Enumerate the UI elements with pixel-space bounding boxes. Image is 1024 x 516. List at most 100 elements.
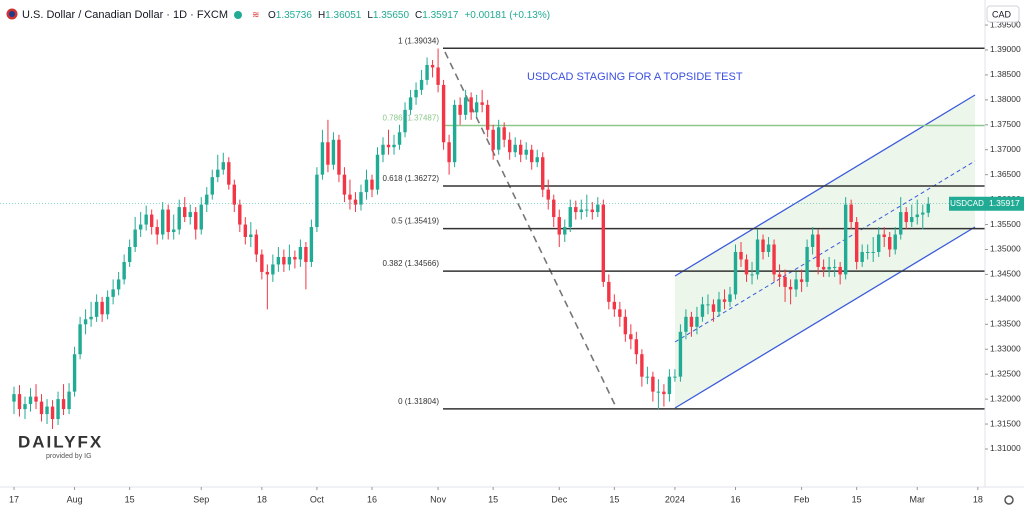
candle-body [563,227,567,235]
candle-body [480,102,484,105]
candle-body [607,281,611,302]
candle-body [915,214,919,218]
ohlc-key: H [318,10,325,21]
candle-body [882,234,886,238]
candle-body [463,97,468,115]
candle-body [843,204,848,275]
x-tick-label: 16 [367,494,377,504]
candle-body [287,256,292,265]
ohlc-key: L [367,10,373,21]
candle-body [265,271,270,275]
x-tick-label: Nov [430,494,447,504]
candle-body [474,102,479,113]
candle-body [706,304,710,306]
fib-label: 1 (1.39034) [398,36,439,45]
ohlc-value: 1.35917 [422,10,459,21]
x-tick-label: Dec [551,494,568,504]
y-tick-label: 1.39500 [990,19,1021,29]
candle-body [910,217,914,223]
candle-body [166,209,170,233]
candle-body [155,227,159,235]
candle-body [458,104,462,115]
candle-body [45,406,49,415]
y-tick-label: 1.34000 [990,294,1021,304]
candle-body [105,296,110,315]
candle-body [210,177,214,195]
candle-body [436,67,440,85]
fib-label: 0.618 (1.36272) [383,174,440,183]
candle-body [744,259,749,275]
candle-body [585,209,589,211]
x-tick-label: 15 [852,494,862,504]
candle-body [17,394,22,410]
candle-body [640,354,644,377]
candle-body [832,266,837,268]
candle-body [788,286,793,290]
candle-body [728,294,732,302]
candle-body [816,234,820,267]
candle-body [403,109,407,133]
candle-body [348,194,352,200]
x-tick-label: 18 [257,494,267,504]
candle-body [419,79,424,90]
flag-icon [9,11,15,17]
candle-body [337,139,341,175]
y-tick-label: 1.39000 [990,44,1021,54]
candle-body [227,162,231,185]
candle-body [888,237,892,250]
y-tick-label: 1.38500 [990,69,1021,79]
candle-body [601,204,606,282]
candle-body [810,234,815,247]
candle-body [772,244,776,275]
candle-body [926,203,930,213]
candle-body [711,304,716,312]
candle-body [172,229,176,233]
ohlc-value: 1.36051 [325,10,362,21]
currency-box[interactable] [986,5,1020,23]
y-tick-label: 1.32000 [990,393,1021,403]
candle-body [761,239,765,252]
y-tick-label: 1.36500 [990,169,1021,179]
y-tick-label: 1.32500 [990,368,1021,378]
candle-body [408,97,413,110]
ohlc-value: 1.35650 [373,10,410,21]
candle-body [232,184,236,205]
candle-body [535,157,539,163]
candle-body [94,301,99,317]
candle-body [243,224,248,238]
candle-body [579,209,583,213]
candle-body [491,129,495,150]
x-tick-label: 15 [488,494,498,504]
symbol-title: U.S. Dollar / Canadian Dollar · 1D · FXC… [22,9,228,21]
candle-body [138,224,143,230]
candle-body [513,144,517,153]
candle-body [430,64,435,68]
candle-body [904,212,908,223]
candle-body [447,142,451,163]
candle-body [111,289,115,297]
candle-body [629,334,633,340]
candle-body [805,246,809,282]
candle-body [750,274,754,276]
candle-body [28,396,33,405]
y-tick-label: 1.35500 [990,219,1021,229]
candle-body [276,256,281,265]
x-tick-label: 15 [609,494,619,504]
candle-body [821,266,826,270]
candle-body [783,276,787,287]
x-tick-label: Sep [193,494,209,504]
candle-body [722,299,727,302]
candle-body [342,174,347,195]
candle-body [678,331,683,377]
candle-body [50,406,55,420]
logo: DAILYFX [18,432,103,451]
y-tick-label: 1.33000 [990,343,1021,353]
logo-sub: provided by IG [46,453,92,460]
x-tick-label: Feb [794,494,810,504]
y-tick-label: 1.31500 [990,418,1021,428]
settings-icon[interactable] [1004,495,1014,505]
candle-body [645,376,650,378]
candle-body [777,274,782,277]
candle-body [249,234,253,238]
